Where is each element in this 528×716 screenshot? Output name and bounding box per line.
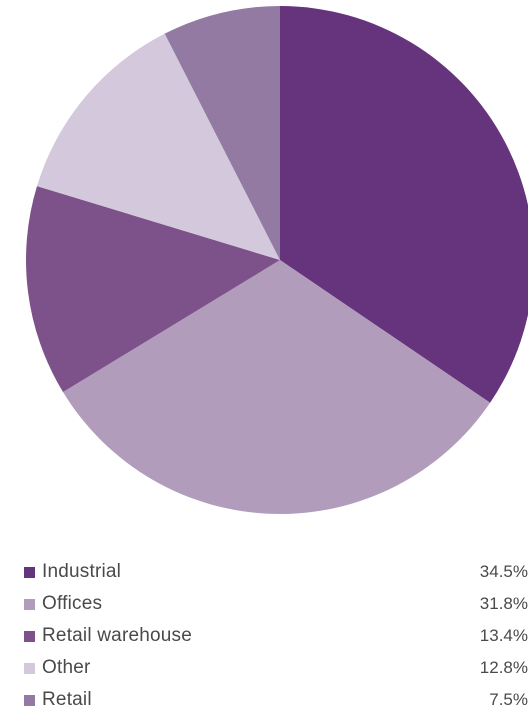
legend-label: Industrial — [42, 561, 122, 582]
legend-swatch — [24, 662, 35, 674]
legend: Industrial 34.5% Offices 31.8% Retail wa… — [24, 556, 528, 716]
legend-label: Other — [42, 657, 91, 678]
legend-swatch — [24, 694, 35, 706]
legend-label: Retail — [42, 689, 92, 710]
pie-slice-offices — [63, 260, 491, 515]
legend-value: 34.5% — [479, 562, 528, 581]
pie-slice-retail — [164, 6, 280, 260]
pie-slice-retail-warehouse — [26, 186, 281, 393]
legend-item-retail: Retail 7.5% — [24, 684, 528, 716]
legend-value: 12.8% — [479, 658, 528, 677]
legend-swatch — [24, 566, 35, 578]
legend-item-retail-warehouse: Retail warehouse 13.4% — [24, 620, 528, 652]
legend-value: 7.5% — [489, 690, 528, 709]
legend-value: 13.4% — [479, 626, 528, 645]
legend-item-other: Other 12.8% — [24, 652, 528, 684]
pie-chart — [26, 6, 528, 515]
pie-slice-industrial — [280, 6, 528, 403]
legend-label: Retail warehouse — [42, 625, 193, 646]
pie-slice-other — [37, 33, 280, 261]
legend-label: Offices — [42, 593, 103, 614]
legend-item-offices: Offices 31.8% — [24, 588, 528, 620]
legend-swatch — [24, 630, 35, 642]
legend-value: 31.8% — [479, 594, 528, 613]
legend-item-industrial: Industrial 34.5% — [24, 556, 528, 588]
legend-swatch — [24, 598, 35, 610]
